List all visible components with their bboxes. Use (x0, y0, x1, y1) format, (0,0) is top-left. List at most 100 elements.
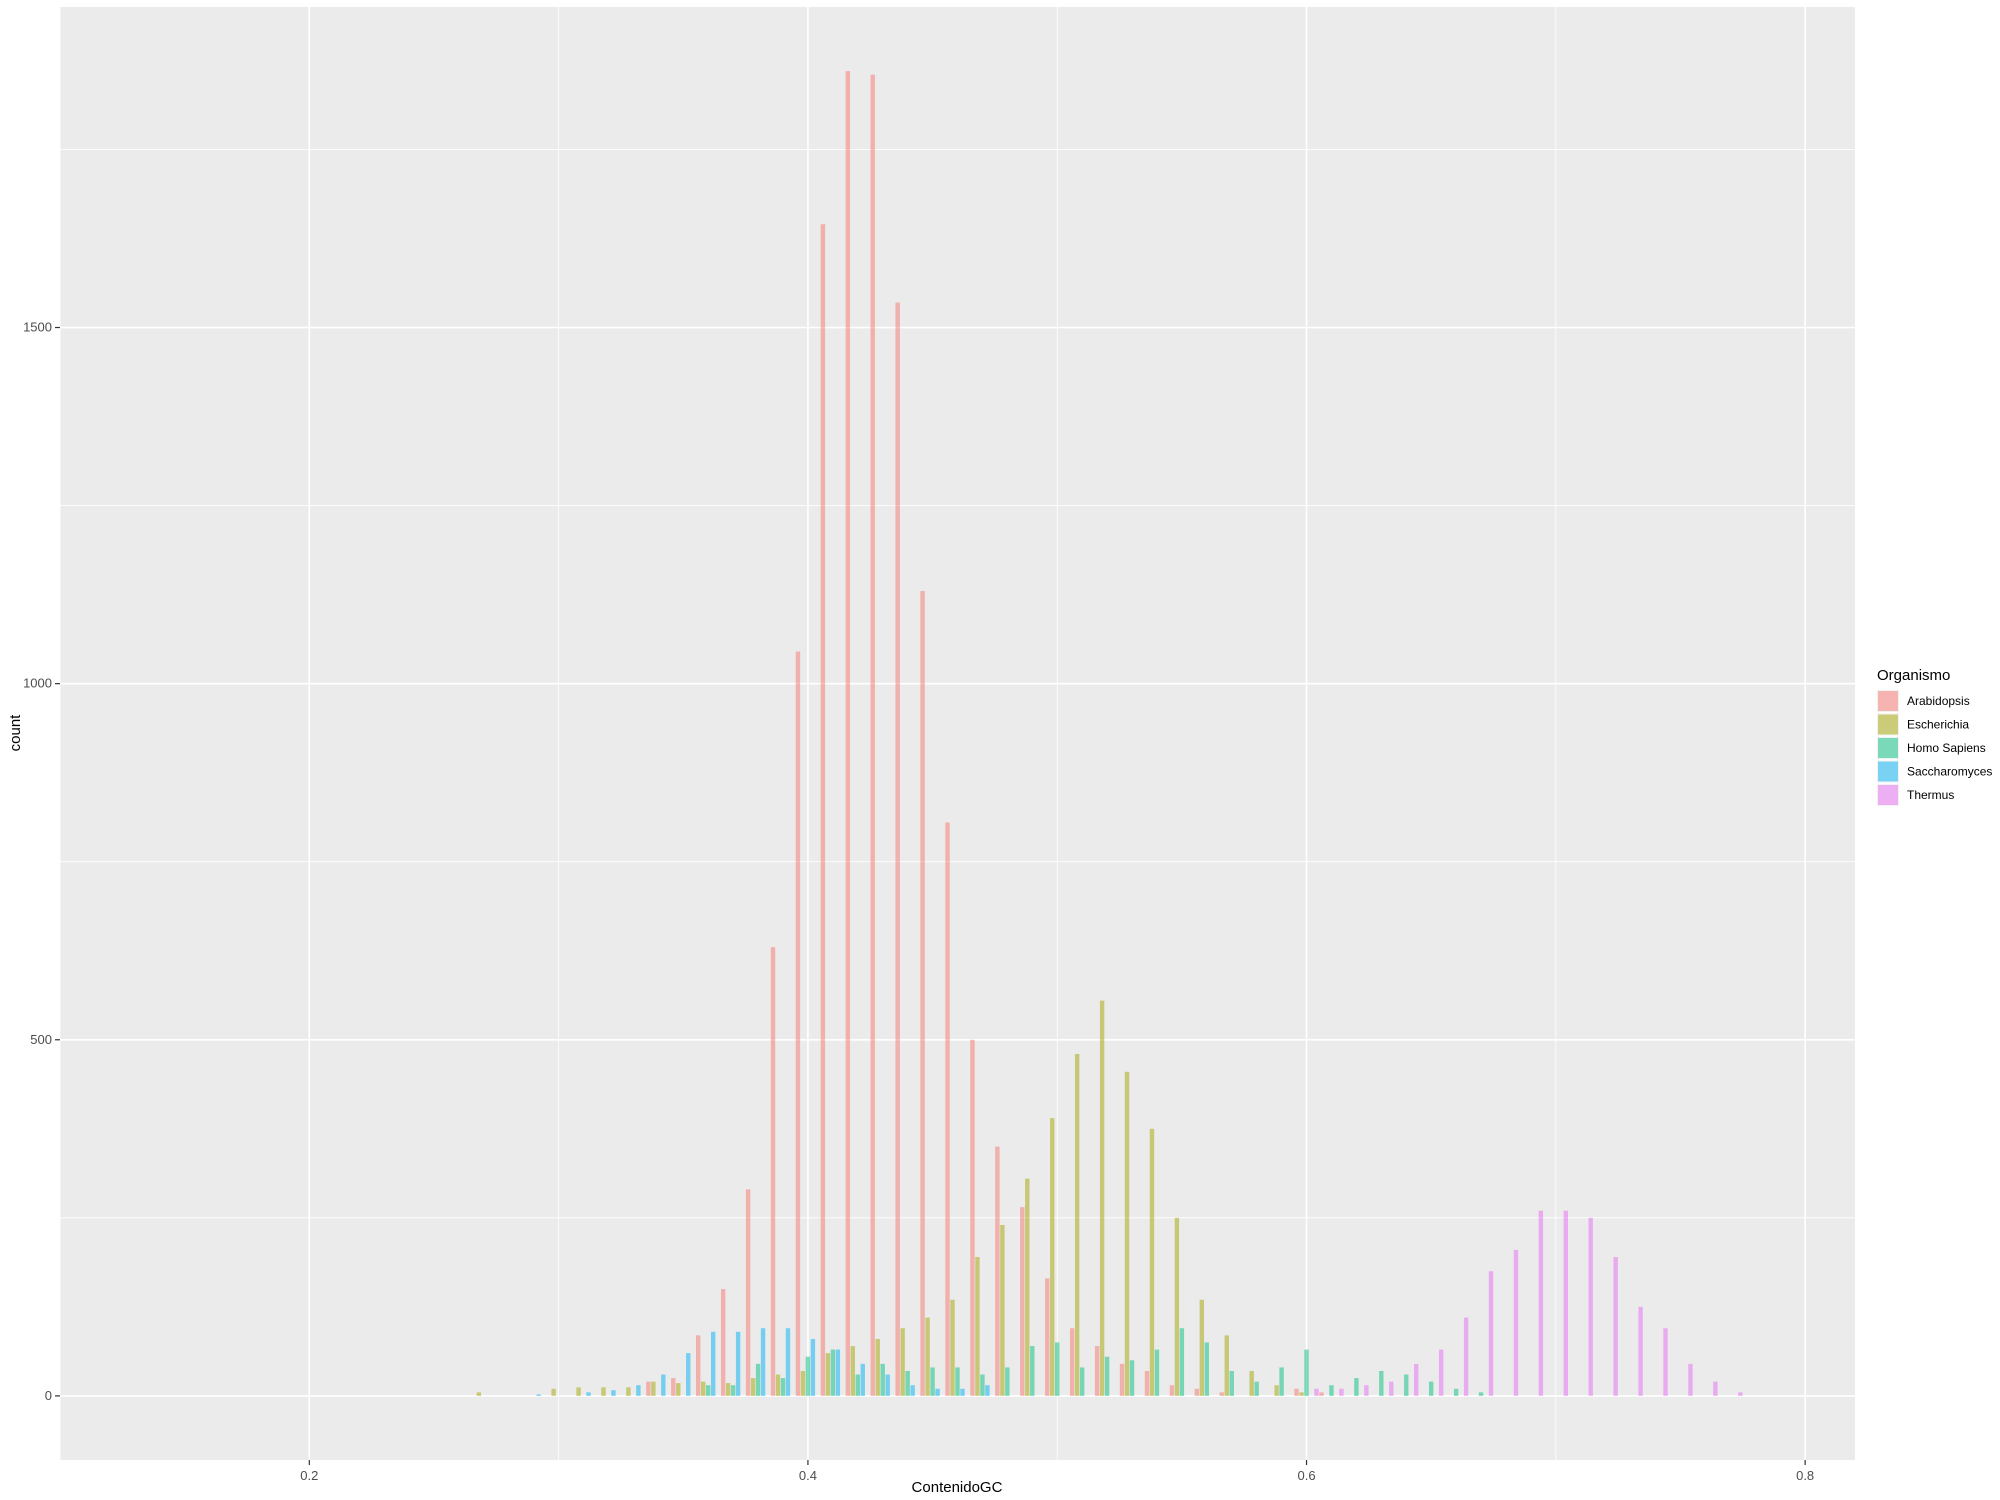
histogram-bar (735, 1331, 741, 1396)
histogram-bar (820, 224, 826, 1396)
histogram-bar (701, 1381, 706, 1396)
series-escherichia (476, 1000, 1304, 1396)
histogram-bar (1249, 1370, 1254, 1396)
histogram-bar (696, 1335, 701, 1396)
histogram-bar (1074, 1054, 1080, 1396)
histogram-bar (855, 1374, 860, 1396)
histogram-bar (601, 1387, 606, 1396)
legend-item: Escherichia (1877, 713, 1969, 736)
histogram-bar (1154, 1349, 1160, 1396)
histogram-bar (1274, 1385, 1279, 1396)
y-axis-ticks: 0 500 1000 1500 (23, 320, 60, 1403)
histogram-bar (810, 1338, 816, 1396)
legend-item: Thermus (1877, 784, 1954, 806)
histogram-bar (706, 1385, 711, 1396)
legend-label: Arabidopsis (1907, 694, 1970, 708)
histogram-bar (980, 1374, 985, 1396)
histogram-bar (1428, 1381, 1434, 1396)
histogram-bar (1179, 1328, 1185, 1396)
histogram-bar (536, 1394, 541, 1396)
histogram-bar (730, 1385, 736, 1396)
histogram-bar (975, 1257, 980, 1396)
histogram-bar (1055, 1342, 1060, 1396)
histogram-bar (1025, 1178, 1030, 1396)
histogram-bar (900, 1328, 905, 1396)
histogram-bar (1079, 1367, 1085, 1396)
series-arabidopsis (646, 71, 1324, 1396)
histogram-bar (651, 1381, 656, 1396)
histogram-bar (626, 1387, 631, 1396)
histogram-bar (586, 1392, 591, 1396)
histogram-bar (745, 1189, 751, 1396)
histogram-bar (1005, 1367, 1010, 1396)
histogram-bar (646, 1381, 651, 1396)
histogram-bar (775, 1374, 781, 1396)
histogram-bar (1389, 1381, 1394, 1396)
histogram-bar (925, 1317, 930, 1396)
histogram-bar (1513, 1249, 1519, 1396)
histogram-bar (1563, 1210, 1568, 1396)
histogram-bar (905, 1370, 910, 1396)
histogram-bar (1045, 1278, 1050, 1396)
histogram-bar (1463, 1317, 1469, 1396)
histogram-bar (720, 1289, 726, 1396)
histogram-bar (1194, 1388, 1200, 1396)
histogram-bars (476, 71, 1743, 1396)
histogram-bar (1279, 1367, 1284, 1396)
histogram-bar (985, 1385, 990, 1396)
histogram-bar (1738, 1392, 1743, 1396)
legend-item: Arabidopsis (1877, 690, 1970, 712)
histogram-bar (1000, 1224, 1005, 1396)
histogram-bar (1169, 1385, 1175, 1396)
histogram-bar (1354, 1378, 1359, 1396)
histogram-bar (960, 1388, 965, 1396)
histogram-bar (955, 1367, 960, 1396)
histogram-bar (1613, 1257, 1618, 1396)
histogram-bar (671, 1378, 676, 1396)
histogram-bar (1379, 1370, 1384, 1396)
histogram-bar (885, 1374, 890, 1396)
legend-key-swatch (1878, 714, 1898, 735)
histogram-bar (1638, 1306, 1643, 1396)
histogram-bar (770, 947, 776, 1396)
x-axis-ticks: 0.2 0.4 0.6 0.8 (300, 1460, 1814, 1483)
x-tick-label: 0.6 (1297, 1468, 1315, 1483)
histogram-bar (1314, 1388, 1319, 1396)
histogram-bar (636, 1385, 641, 1396)
histogram-bar (760, 1328, 766, 1396)
histogram-bar (1453, 1388, 1459, 1396)
histogram-bar (830, 1349, 836, 1396)
legend-key-swatch (1878, 691, 1898, 711)
histogram-bar (551, 1388, 556, 1396)
histogram-bar (1588, 1217, 1593, 1396)
series-saccharomyces (536, 1328, 990, 1396)
histogram-bar (795, 651, 801, 1396)
histogram-bar (860, 1363, 865, 1396)
legend-label: Escherichia (1907, 718, 1969, 732)
histogram-bar (1129, 1360, 1135, 1396)
y-axis-title: count (7, 714, 24, 752)
histogram-bar (686, 1353, 691, 1396)
legend-label: Saccharomyces (1907, 765, 1992, 779)
legend-item: Saccharomyces (1877, 760, 1992, 783)
histogram-bar (845, 71, 850, 1396)
histogram-bar (1030, 1346, 1035, 1396)
histogram-bar (1204, 1342, 1209, 1396)
legend-item: Homo Sapiens (1877, 737, 1986, 759)
histogram-bar (1224, 1335, 1229, 1396)
histogram-bar (1414, 1363, 1419, 1396)
histogram-bar (835, 1349, 841, 1396)
histogram-bar (710, 1331, 716, 1396)
histogram-bar (676, 1383, 681, 1396)
histogram-bar (805, 1356, 811, 1396)
histogram-bar (1099, 1000, 1105, 1396)
histogram-bar (825, 1353, 831, 1396)
histogram-bar (1304, 1349, 1309, 1396)
legend-title: Organismo (1877, 667, 1950, 684)
histogram-bar (910, 1385, 915, 1396)
legend-label: Thermus (1907, 788, 1954, 802)
histogram-bar (1688, 1363, 1693, 1396)
histogram-bar (1219, 1392, 1224, 1396)
histogram-bar (785, 1328, 791, 1396)
histogram-bar (576, 1387, 581, 1396)
